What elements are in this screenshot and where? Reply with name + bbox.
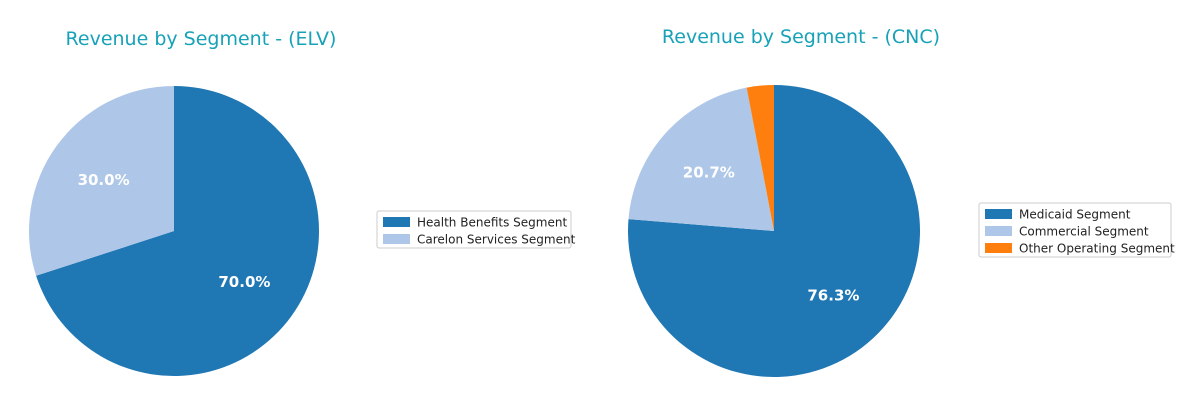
cnc-pie-chart: Revenue by Segment - (CNC) 76.3% 20.7% Me… [628,26,1175,377]
elv-legend-swatch-health-benefits-segment [383,217,410,227]
cnc-legend-swatch-medicaid-segment [985,209,1012,219]
cnc-legend-swatch-commercial-segment [985,226,1012,236]
elv-slice-health-benefits-segment [36,86,320,376]
elv-slice-label-health-benefits-segment: 70.0% [218,273,270,291]
cnc-slice-medicaid-segment [628,85,921,377]
cnc-pie: 76.3% 20.7% [628,85,921,377]
cnc-legend-label-commercial-segment: Commercial Segment [1019,225,1149,239]
cnc-legend-swatch-other-operating-segment [985,243,1012,253]
cnc-legend-label-other-operating-segment: Other Operating Segment [1019,242,1175,256]
elv-legend-label-carelon-services-segment: Carelon Services Segment [417,233,576,247]
elv-legend: Health Benefits Segment Carelon Services … [376,210,576,249]
elv-pie-chart: Revenue by Segment - (ELV) 70.0% 30.0% He… [29,28,576,376]
elv-legend-label-health-benefits-segment: Health Benefits Segment [417,216,567,230]
elv-slice-label-carelon-services-segment: 30.0% [78,171,130,189]
elv-pie: 70.0% 30.0% [29,86,320,376]
cnc-legend-frame [978,202,1172,258]
cnc-legend: Medicaid Segment Commercial Segment Other … [978,202,1175,258]
cnc-slice-other-operating-segment [746,85,774,231]
cnc-chart-title: Revenue by Segment - (CNC) [662,26,940,48]
elv-legend-frame [376,210,572,249]
cnc-slice-label-medicaid-segment: 76.3% [807,286,859,304]
cnc-slice-commercial-segment [628,87,774,231]
cnc-legend-label-medicaid-segment: Medicaid Segment [1019,208,1131,222]
elv-legend-swatch-carelon-services-segment [383,234,410,244]
elv-slice-carelon-services-segment [29,86,174,276]
elv-chart-title: Revenue by Segment - (ELV) [66,28,337,50]
cnc-slice-label-commercial-segment: 20.7% [683,164,735,182]
